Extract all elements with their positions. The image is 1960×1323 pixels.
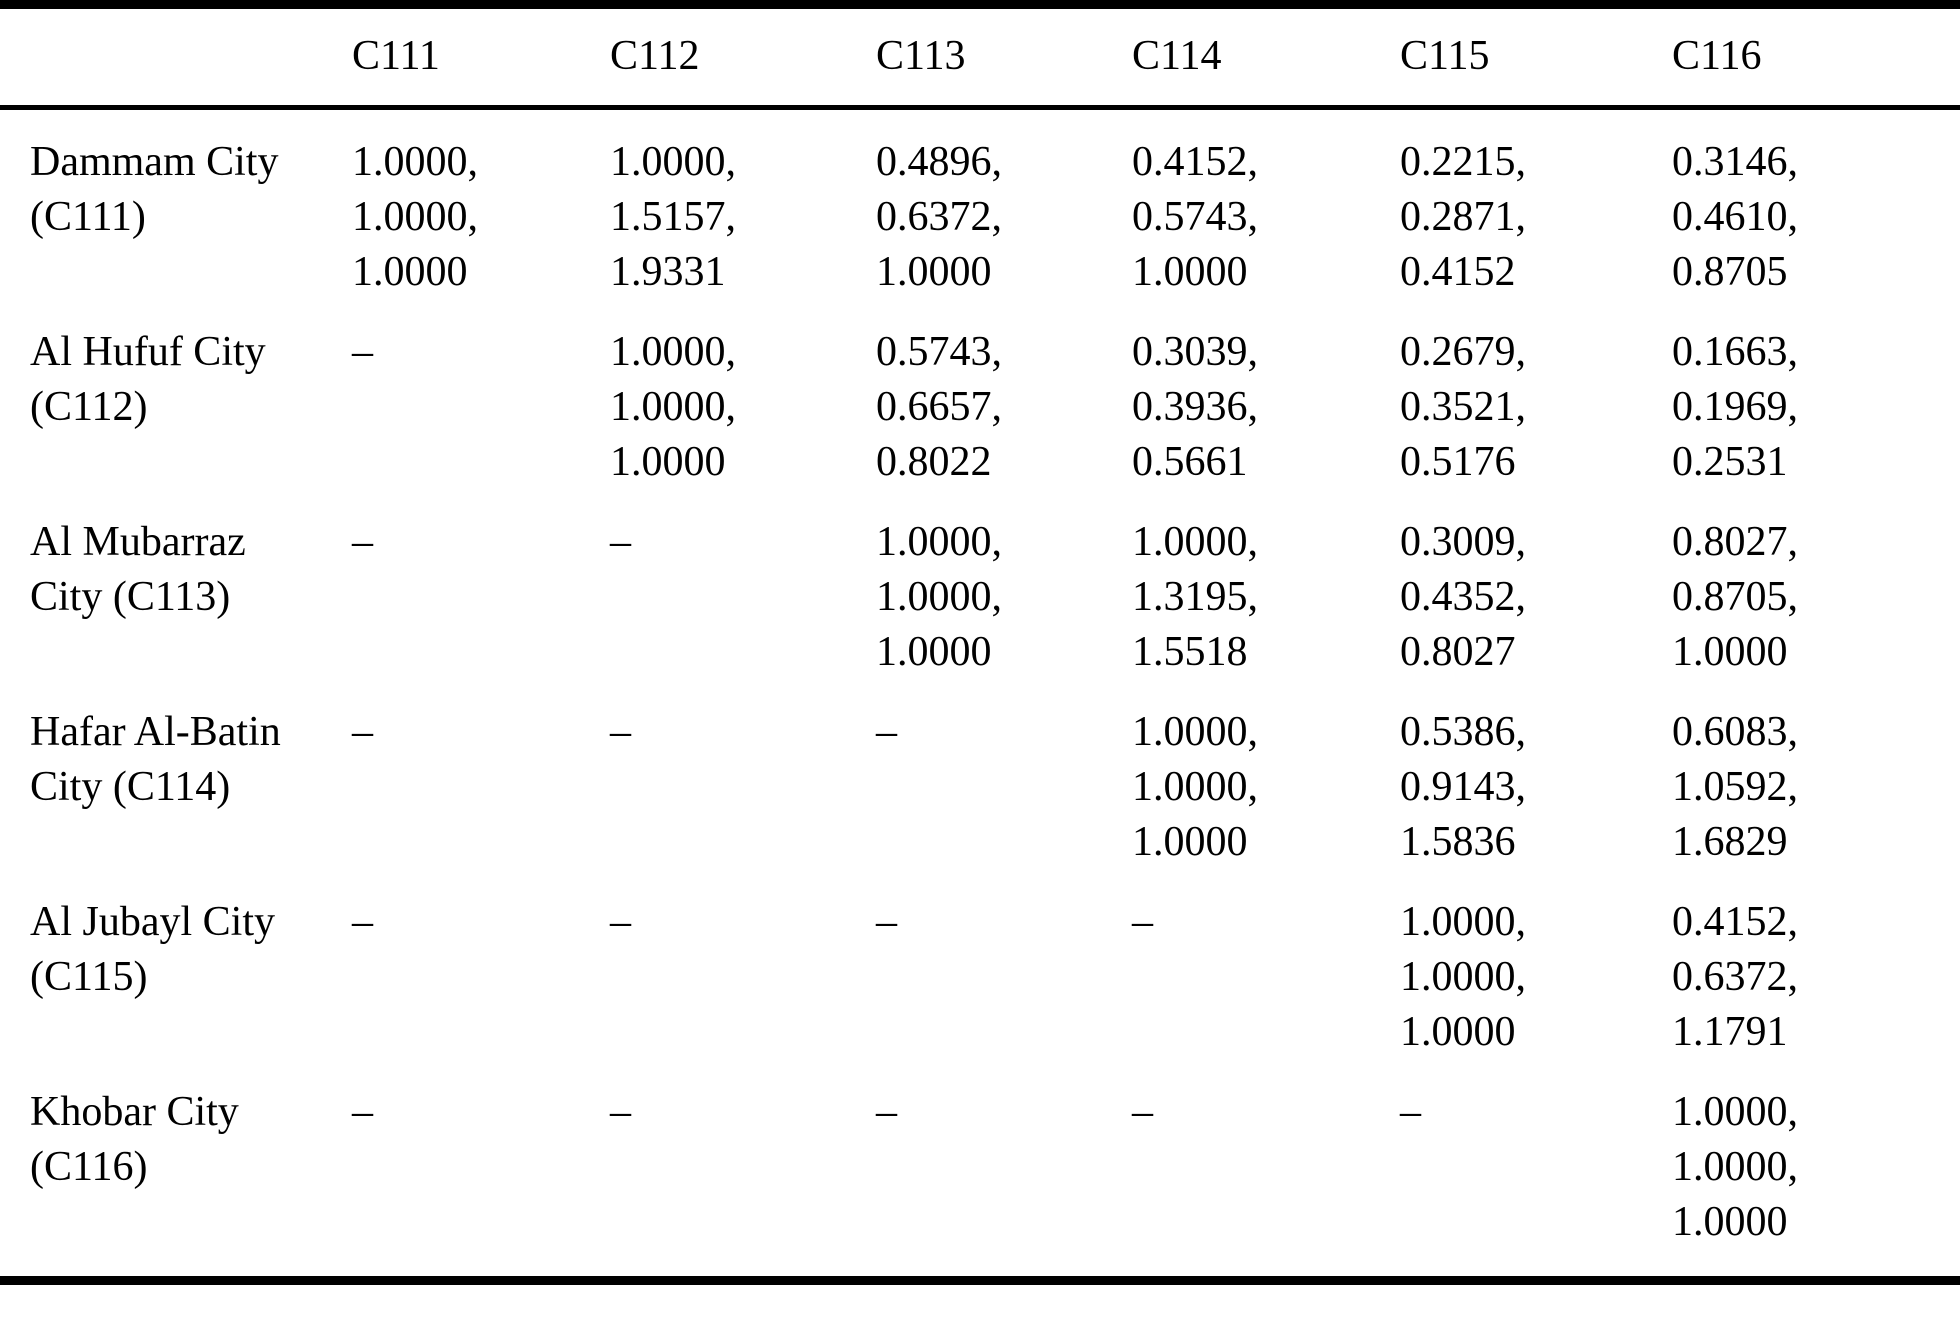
- column-header-c113: C113: [846, 9, 1102, 110]
- pairwise-comparison-table: C111 C112 C113 C114 C115 C116 Dammam Cit…: [0, 0, 1960, 1285]
- matrix-cell: 1.0000, 1.0000, 1.0000: [876, 519, 1002, 675]
- table-row-dammam: Dammam City (C111) 1.0000, 1.0000, 1.000…: [0, 108, 1960, 301]
- matrix-cell: –: [352, 329, 373, 375]
- matrix-cell: –: [876, 899, 897, 945]
- row-header-al-hufuf: Al Hufuf City (C112): [30, 329, 266, 430]
- matrix-cell: –: [610, 709, 631, 755]
- matrix-cell: –: [610, 519, 631, 565]
- table-row-al-jubayl: Al Jubayl City (C115) – – – – 1.0000, 1.…: [0, 870, 1960, 1060]
- matrix-cell: –: [610, 1089, 631, 1135]
- matrix-cell: 0.8027, 0.8705, 1.0000: [1672, 519, 1798, 675]
- row-header-dammam: Dammam City (C111): [30, 139, 279, 240]
- matrix-cell: 1.0000, 1.3195, 1.5518: [1132, 519, 1258, 675]
- matrix-cell: 0.3009, 0.4352, 0.8027: [1400, 519, 1526, 675]
- matrix-cell: 0.1663, 0.1969, 0.2531: [1672, 329, 1798, 485]
- row-header-al-jubayl: Al Jubayl City (C115): [30, 899, 276, 1000]
- table-row-al-mubarraz: Al Mubarraz City (C113) – – 1.0000, 1.00…: [0, 490, 1960, 680]
- column-header-c111: C111: [322, 9, 580, 110]
- row-header-hafar-al-batin: Hafar Al-Batin City (C114): [30, 709, 281, 810]
- row-header-khobar: Khobar City (C116): [30, 1089, 239, 1190]
- matrix-cell: 0.4152, 0.6372, 1.1791: [1672, 899, 1798, 1055]
- matrix-cell: 0.4896, 0.6372, 1.0000: [876, 139, 1002, 295]
- matrix-cell: 1.0000, 1.0000, 1.0000: [610, 329, 736, 485]
- matrix-cell: –: [352, 1089, 373, 1135]
- matrix-cell: 1.0000, 1.0000, 1.0000: [352, 139, 478, 295]
- matrix-cell: –: [1132, 1089, 1153, 1135]
- header-row: C111 C112 C113 C114 C115 C116: [0, 9, 1960, 110]
- matrix-cell: 1.0000, 1.0000, 1.0000: [1132, 709, 1258, 865]
- table-row-hafar-al-batin: Hafar Al-Batin City (C114) – – – 1.0000,…: [0, 680, 1960, 870]
- table-row-khobar: Khobar City (C116) – – – – – 1.0000, 1.0…: [0, 1060, 1960, 1276]
- matrix-cell: –: [876, 1089, 897, 1135]
- matrix-cell: 0.5386, 0.9143, 1.5836: [1400, 709, 1526, 865]
- matrix-cell: 1.0000, 1.5157, 1.9331: [610, 139, 736, 295]
- matrix-cell: –: [1132, 899, 1153, 945]
- table-row-al-hufuf: Al Hufuf City (C112) – 1.0000, 1.0000, 1…: [0, 300, 1960, 490]
- column-header-c116: C116: [1642, 9, 1960, 110]
- matrix-cell: –: [876, 709, 897, 755]
- matrix-cell: –: [352, 899, 373, 945]
- column-header-c112: C112: [580, 9, 846, 110]
- column-header-empty: [0, 9, 322, 110]
- matrix-cell: –: [610, 899, 631, 945]
- matrix-cell: 1.0000, 1.0000, 1.0000: [1672, 1089, 1798, 1245]
- matrix-cell: 0.4152, 0.5743, 1.0000: [1132, 139, 1258, 295]
- matrix-cell: 0.6083, 1.0592, 1.6829: [1672, 709, 1798, 865]
- column-header-c115: C115: [1370, 9, 1642, 110]
- matrix-cell: 0.3146, 0.4610, 0.8705: [1672, 139, 1798, 295]
- matrix-cell: –: [1400, 1089, 1421, 1135]
- column-header-c114: C114: [1102, 9, 1370, 110]
- row-header-al-mubarraz: Al Mubarraz City (C113): [30, 519, 246, 620]
- matrix-cell: –: [352, 519, 373, 565]
- matrix-cell: 0.5743, 0.6657, 0.8022: [876, 329, 1002, 485]
- matrix-cell: 0.2215, 0.2871, 0.4152: [1400, 139, 1526, 295]
- matrix-cell: –: [352, 709, 373, 755]
- matrix-cell: 0.3039, 0.3936, 0.5661: [1132, 329, 1258, 485]
- matrix-cell: 1.0000, 1.0000, 1.0000: [1400, 899, 1526, 1055]
- matrix-cell: 0.2679, 0.3521, 0.5176: [1400, 329, 1526, 485]
- fuzzy-comparison-matrix: C111 C112 C113 C114 C115 C116 Dammam Cit…: [0, 9, 1960, 1276]
